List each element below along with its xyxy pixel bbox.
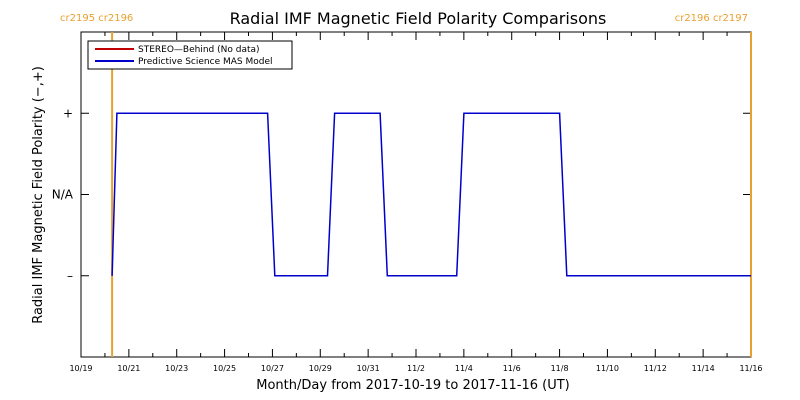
y-axis-title: Radial IMF Magnetic Field Polarity (−,+) bbox=[31, 66, 46, 324]
plot-frame bbox=[80, 31, 752, 358]
x-tick-label: 11/16 bbox=[739, 364, 762, 373]
series-layer bbox=[111, 112, 751, 277]
x-tick-label: 11/4 bbox=[455, 364, 473, 373]
x-tick-label: 11/10 bbox=[596, 364, 619, 373]
x-axis: 10/19 10/21 10/23 10/25 10/27 10/29 10/31 11/2 1… bbox=[69, 32, 763, 373]
chart-title: Radial IMF Magnetic Field Polarity Compa… bbox=[230, 9, 607, 28]
carrington-marker-label: cr2195 cr2196 bbox=[60, 13, 133, 24]
legend-label-stereo: STEREO—Behind (No data) bbox=[138, 45, 260, 55]
x-tick-label: 10/19 bbox=[69, 364, 92, 373]
y-tick-label: + bbox=[63, 106, 73, 120]
y-tick-label: N/A bbox=[52, 188, 74, 202]
x-tick-label: 10/21 bbox=[117, 364, 140, 373]
carrington-markers: cr2195 cr2196 cr2196 cr2197 bbox=[60, 13, 752, 357]
x-axis-title: Month/Day from 2017-10-19 to 2017-11-16 … bbox=[256, 378, 569, 393]
x-tick-label: 11/12 bbox=[644, 364, 667, 373]
legend: STEREO—Behind (No data) Predictive Scien… bbox=[87, 40, 293, 70]
x-tick-label: 10/31 bbox=[357, 364, 380, 373]
x-tick-label: 10/27 bbox=[261, 364, 284, 373]
x-tick-label: 10/25 bbox=[213, 364, 236, 373]
legend-label-mas-model: Predictive Science MAS Model bbox=[138, 57, 273, 67]
legend-box bbox=[87, 40, 293, 70]
carrington-marker-label: cr2196 cr2197 bbox=[675, 13, 748, 24]
y-tick-label: – bbox=[67, 269, 73, 283]
x-tick-label: 10/23 bbox=[165, 364, 188, 373]
x-tick-label: 11/14 bbox=[692, 364, 715, 373]
x-tick-label: 11/6 bbox=[503, 364, 521, 373]
y-axis: + N/A – bbox=[52, 106, 751, 283]
x-tick-label: 11/2 bbox=[407, 364, 425, 373]
series-line-mas-model bbox=[111, 112, 751, 277]
x-tick-label: 11/8 bbox=[551, 364, 569, 373]
x-tick-label: 10/29 bbox=[309, 364, 332, 373]
